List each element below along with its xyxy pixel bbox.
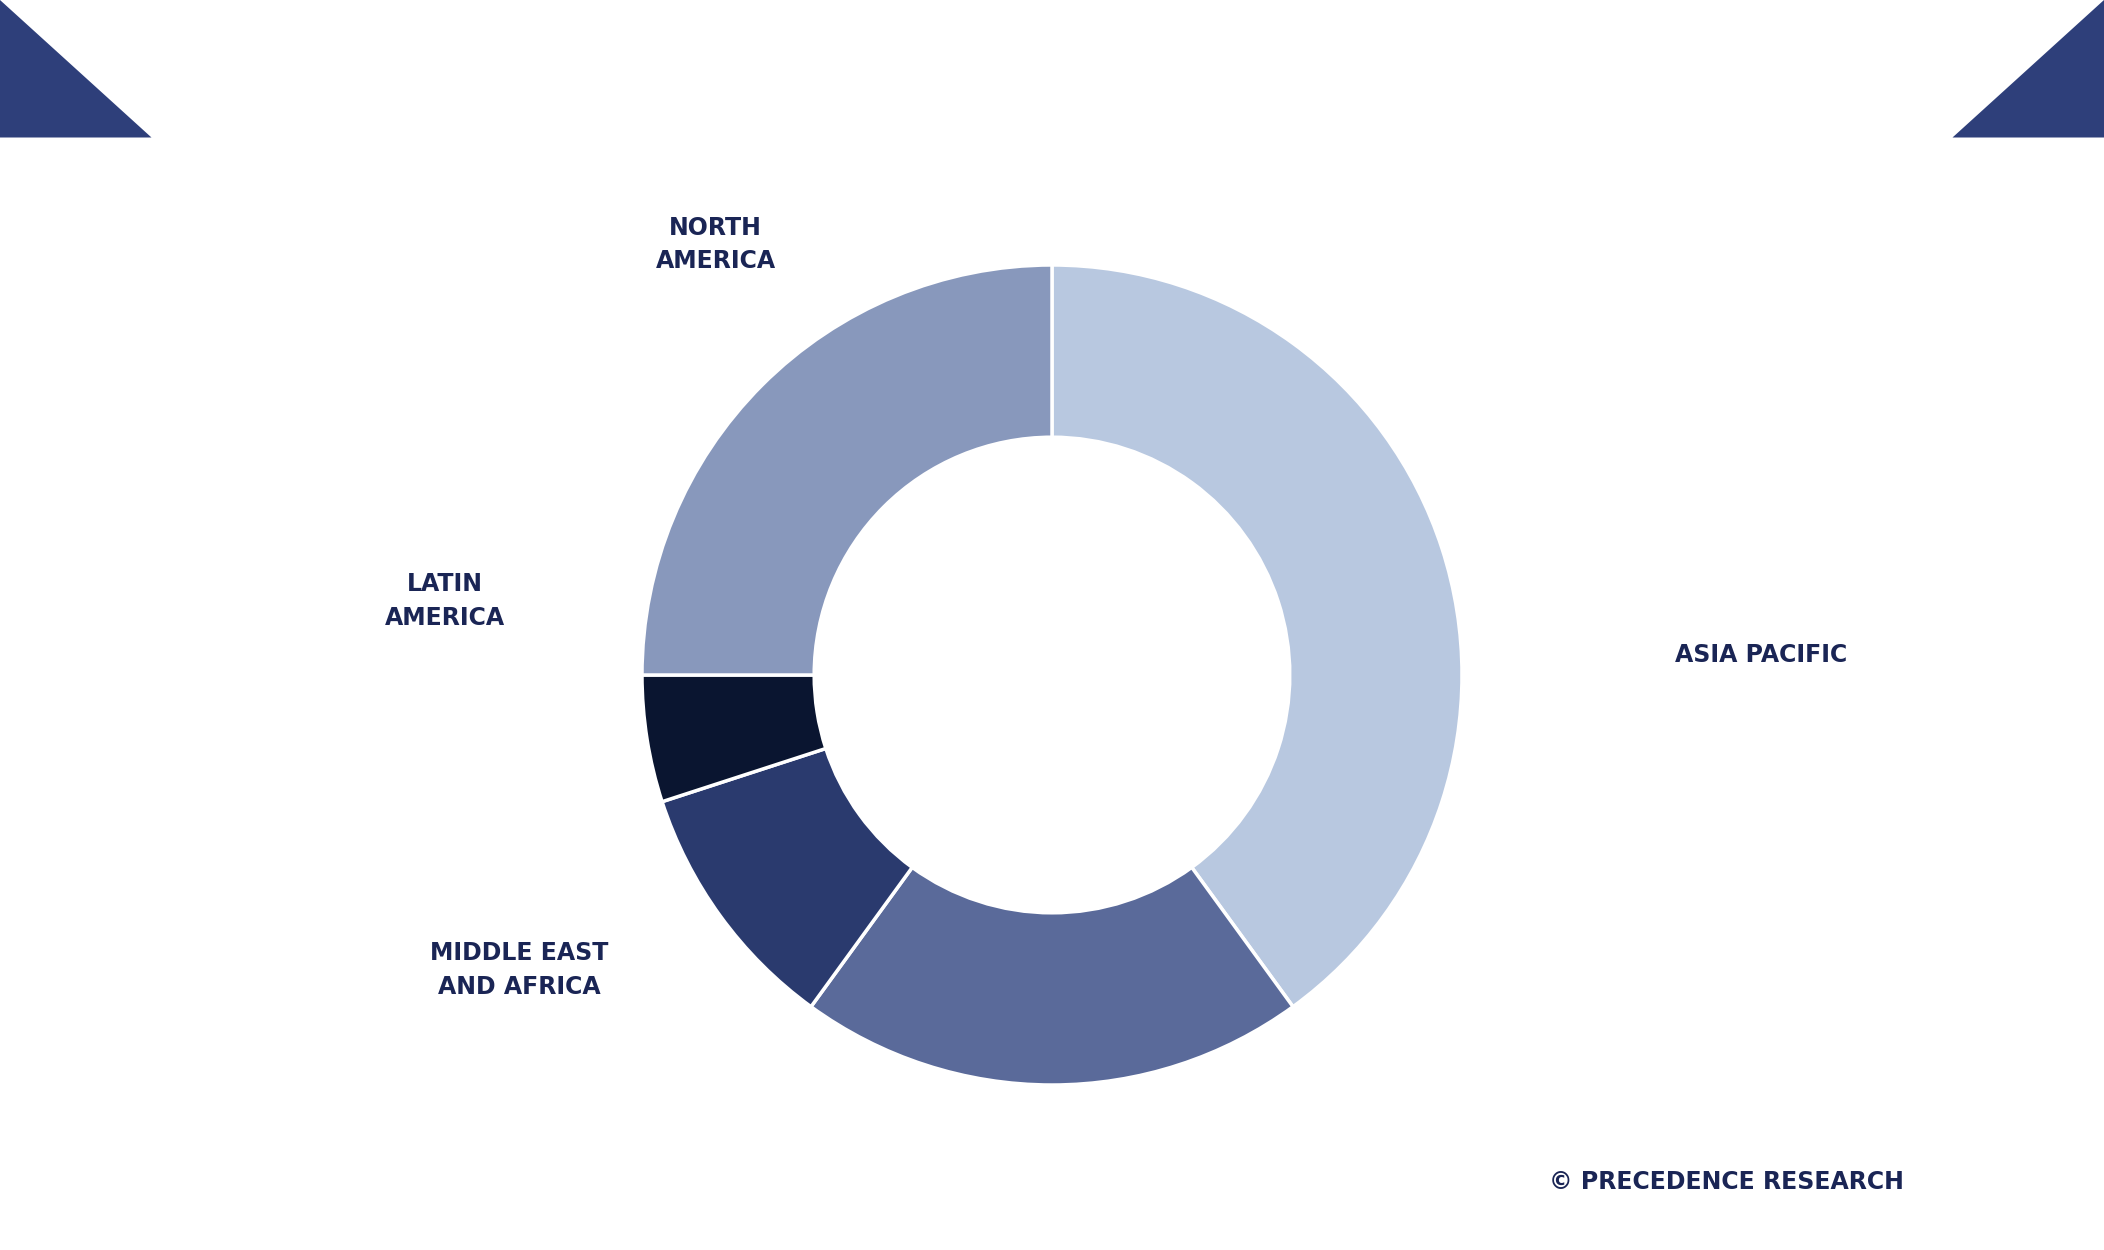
Text: NORTH
AMERICA: NORTH AMERICA bbox=[656, 216, 776, 274]
Wedge shape bbox=[1052, 265, 1462, 1006]
Wedge shape bbox=[810, 867, 1294, 1085]
Wedge shape bbox=[642, 675, 827, 801]
Wedge shape bbox=[663, 749, 913, 1006]
Text: MIDDLE EAST
AND AFRICA: MIDDLE EAST AND AFRICA bbox=[429, 941, 608, 999]
Wedge shape bbox=[642, 265, 1052, 675]
Text: ASIA PACIFIC: ASIA PACIFIC bbox=[1675, 642, 1847, 666]
Polygon shape bbox=[1953, 0, 2104, 138]
Text: LATIN
AMERICA: LATIN AMERICA bbox=[385, 572, 505, 630]
Text: © PRECEDENCE RESEARCH: © PRECEDENCE RESEARCH bbox=[1549, 1170, 1904, 1194]
Text: PASSIVE AND INTERCONNECTING ELECTRONIC COMPONENTS MARKET SHARE, BY REGION, 2020 : PASSIVE AND INTERCONNECTING ELECTRONIC C… bbox=[158, 54, 1946, 84]
Polygon shape bbox=[0, 0, 151, 138]
